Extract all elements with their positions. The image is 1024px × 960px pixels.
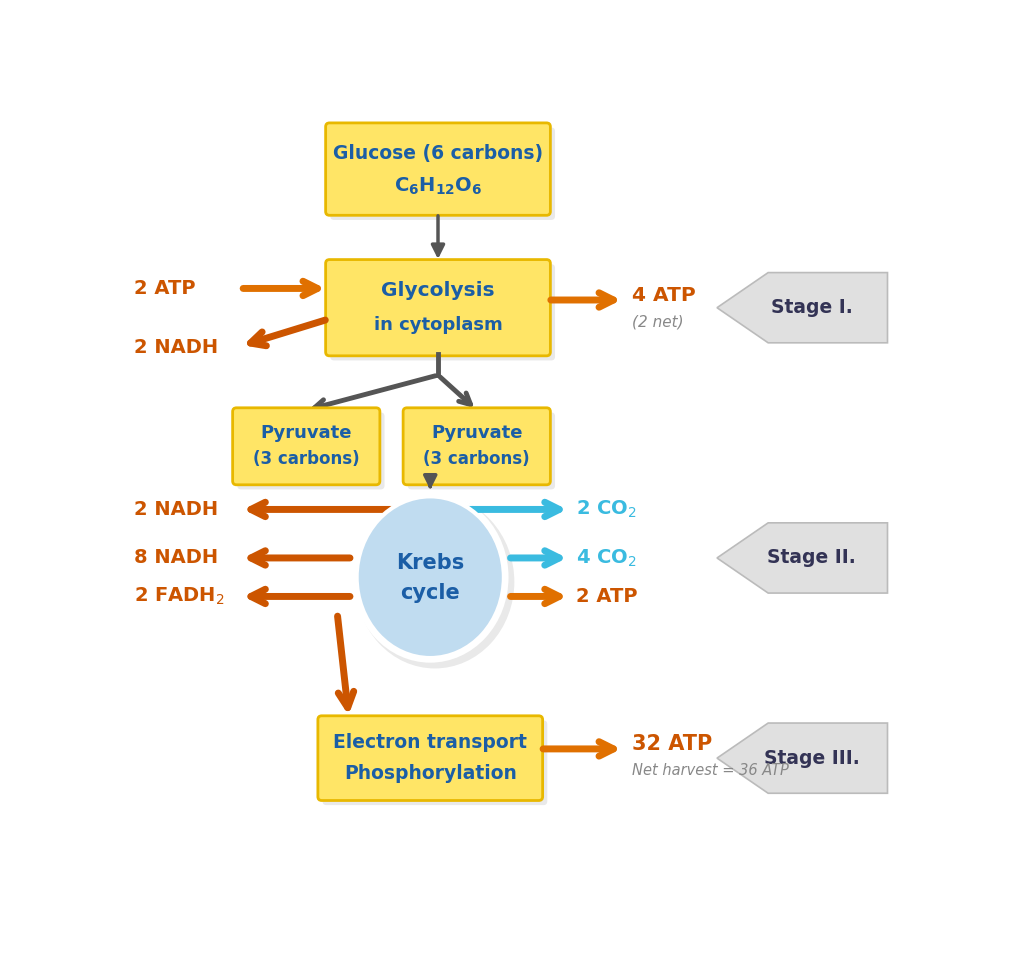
Text: Glucose (6 carbons): Glucose (6 carbons) xyxy=(333,144,543,163)
Text: in cytoplasm: in cytoplasm xyxy=(374,316,503,334)
Text: Phosphorylation: Phosphorylation xyxy=(344,764,517,783)
Text: cycle: cycle xyxy=(400,583,460,603)
Text: (2 net): (2 net) xyxy=(632,314,683,329)
Text: 2 CO$_2$: 2 CO$_2$ xyxy=(575,499,637,520)
Text: Electron transport: Electron transport xyxy=(334,733,527,753)
Text: (3 carbons): (3 carbons) xyxy=(424,450,530,468)
Text: (3 carbons): (3 carbons) xyxy=(253,450,359,468)
Ellipse shape xyxy=(352,492,509,662)
Text: 8 NADH: 8 NADH xyxy=(134,548,218,567)
FancyBboxPatch shape xyxy=(317,716,543,801)
Polygon shape xyxy=(717,723,888,793)
Text: Net harvest = 36 ATP: Net harvest = 36 ATP xyxy=(632,763,788,778)
FancyBboxPatch shape xyxy=(408,413,555,490)
FancyBboxPatch shape xyxy=(238,413,385,490)
Text: Glycolysis: Glycolysis xyxy=(381,281,495,300)
Text: Stage I.: Stage I. xyxy=(771,299,852,317)
Text: 4 CO$_2$: 4 CO$_2$ xyxy=(575,547,637,568)
Ellipse shape xyxy=(355,495,514,668)
Polygon shape xyxy=(717,523,888,593)
Polygon shape xyxy=(717,273,888,343)
Text: 2 FADH$_2$: 2 FADH$_2$ xyxy=(134,586,225,607)
Text: Pyruvate: Pyruvate xyxy=(260,424,352,443)
Text: $\mathdefault{C_6H_{12}O_6}$: $\mathdefault{C_6H_{12}O_6}$ xyxy=(394,176,482,197)
Text: 2 ATP: 2 ATP xyxy=(134,279,196,298)
Text: 4 ATP: 4 ATP xyxy=(632,286,695,305)
Ellipse shape xyxy=(356,496,504,658)
Text: Stage II.: Stage II. xyxy=(767,548,856,567)
Text: 2 NADH: 2 NADH xyxy=(134,500,218,519)
FancyBboxPatch shape xyxy=(403,408,550,485)
Text: Pyruvate: Pyruvate xyxy=(431,424,522,443)
Text: 2 NADH: 2 NADH xyxy=(134,338,218,357)
FancyBboxPatch shape xyxy=(323,720,547,805)
FancyBboxPatch shape xyxy=(331,264,555,360)
FancyBboxPatch shape xyxy=(326,259,550,356)
FancyBboxPatch shape xyxy=(331,128,555,220)
FancyBboxPatch shape xyxy=(326,123,550,215)
FancyBboxPatch shape xyxy=(232,408,380,485)
Text: Stage III.: Stage III. xyxy=(764,749,859,768)
Text: 32 ATP: 32 ATP xyxy=(632,734,712,755)
Text: 2 ATP: 2 ATP xyxy=(575,587,638,606)
Text: Krebs: Krebs xyxy=(396,553,464,573)
